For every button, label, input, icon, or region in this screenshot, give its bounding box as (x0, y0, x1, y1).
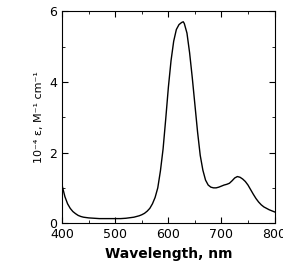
Y-axis label: 10⁻⁴ ε, M⁻¹ cm⁻¹: 10⁻⁴ ε, M⁻¹ cm⁻¹ (34, 71, 44, 163)
X-axis label: Wavelength, nm: Wavelength, nm (105, 247, 232, 261)
